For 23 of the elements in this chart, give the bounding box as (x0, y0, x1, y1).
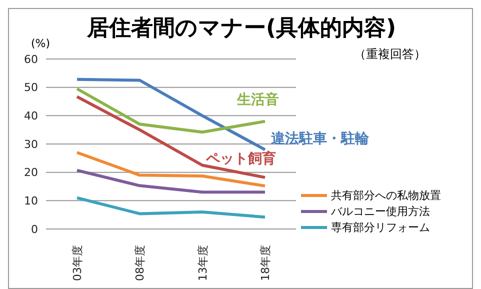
legend-label: バルコニー使用方法 (330, 204, 431, 219)
line-series (76, 196, 266, 219)
y-tick-label: 60 (24, 52, 38, 66)
x-tick-label: 03年度 (71, 245, 84, 281)
y-tick-label: 0 (31, 222, 38, 236)
annotation: 生活音 (237, 91, 279, 109)
y-axis-title: (%) (31, 37, 50, 50)
line-series (76, 78, 266, 152)
annotation: 違法駐車・駐輪 (271, 130, 369, 148)
text: （重複回答） (354, 46, 426, 63)
legend-label: 共有部分への私物放置 (330, 188, 441, 203)
legend-label: 専有部分リフォーム (330, 220, 431, 235)
chart-title: 居住者間のマナー(具体的内容) (86, 16, 396, 41)
x-tick-label: 08年度 (134, 245, 147, 281)
y-tick-label: 30 (24, 138, 38, 151)
y-tick-label: 40 (24, 110, 38, 123)
y-tick-label: 50 (24, 81, 38, 94)
annotation: ペット飼育 (206, 150, 276, 168)
x-tick-label: 13年度 (196, 245, 210, 281)
y-tick-label: 10 (24, 194, 38, 208)
line-series (76, 87, 266, 134)
y-tick-label: 20 (24, 166, 38, 180)
x-tick-label: 18年度 (259, 245, 272, 281)
